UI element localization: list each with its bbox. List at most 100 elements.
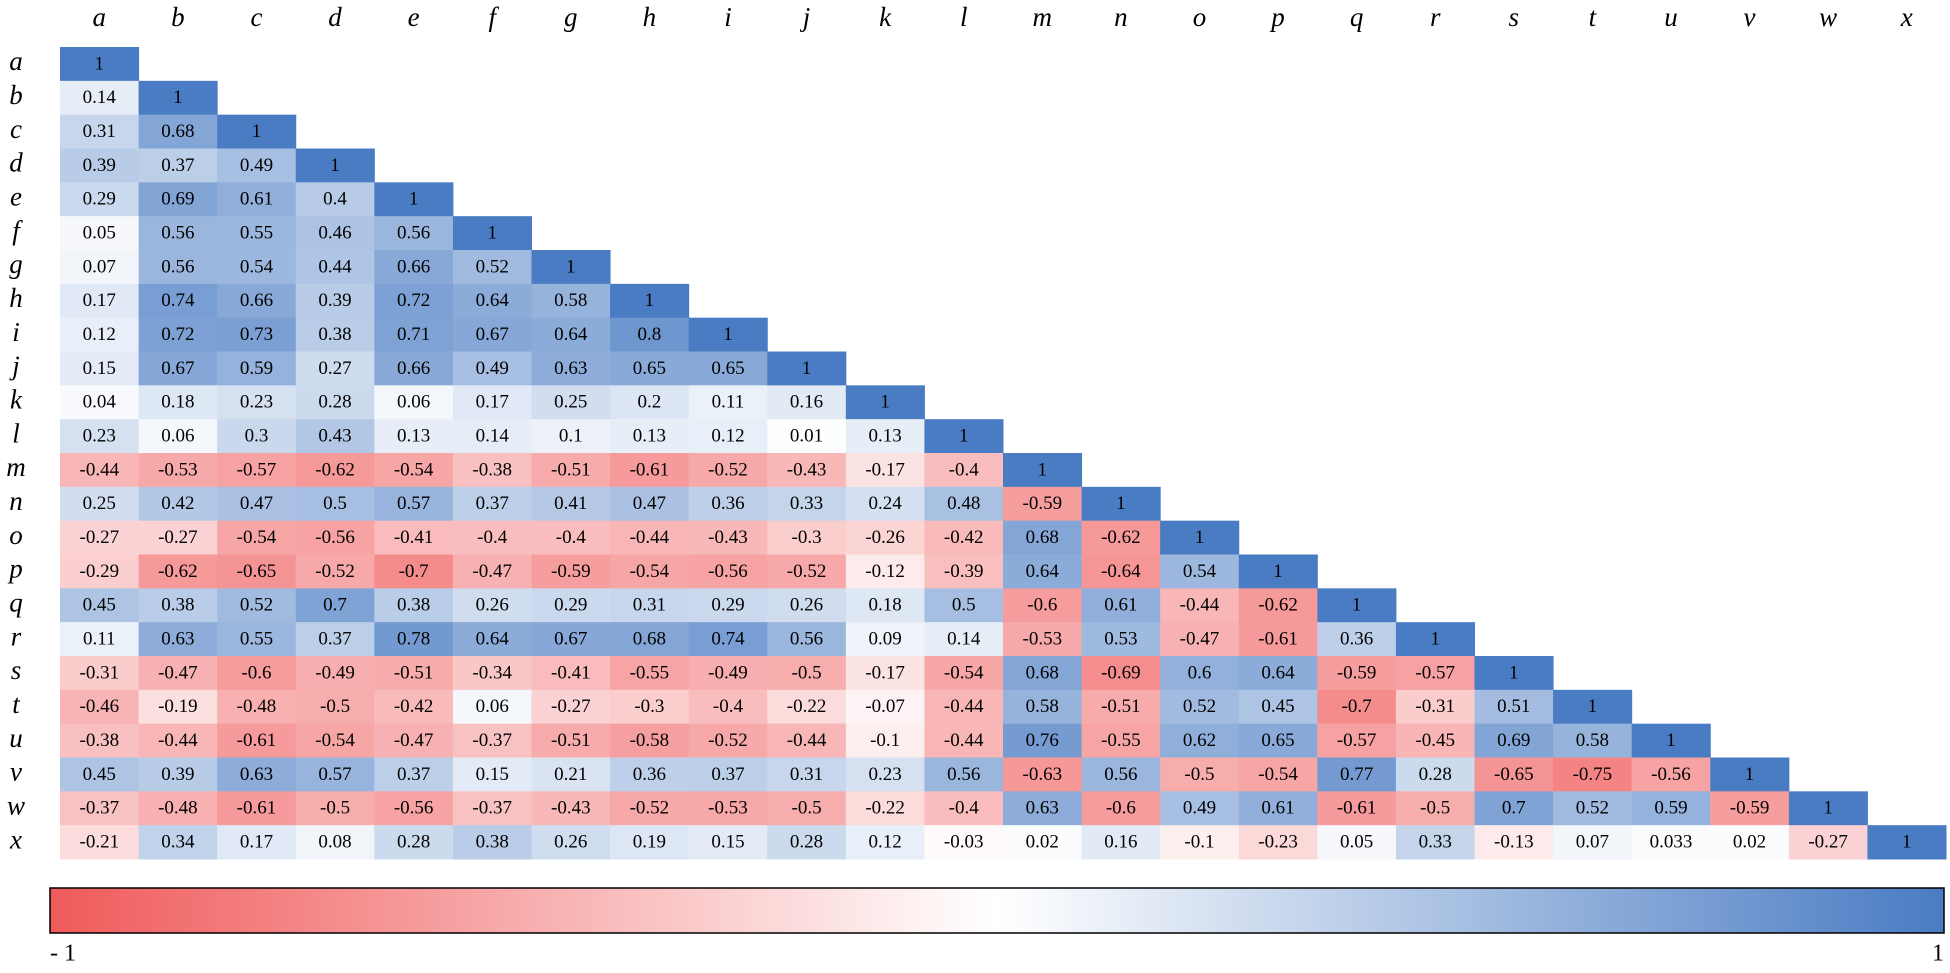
cell: [138, 520, 218, 555]
cell-label: 0.29: [83, 189, 116, 210]
cell: [60, 419, 140, 454]
cell: [924, 554, 1004, 589]
y-tick-label: v: [10, 757, 22, 787]
cell: [1317, 622, 1397, 657]
cell: [610, 689, 690, 725]
cell: [1474, 689, 1554, 725]
cell: [217, 283, 297, 319]
cell-label: -0.39: [944, 561, 984, 582]
cell: [688, 656, 768, 691]
cell: [217, 419, 297, 454]
cell: [1317, 723, 1397, 758]
x-tick-label: o: [1193, 2, 1207, 32]
cell: [924, 791, 1004, 826]
cell-label: 1: [252, 121, 262, 142]
cell: [452, 588, 532, 623]
cell-label: 0.65: [1261, 730, 1294, 751]
cell-label: -0.52: [315, 561, 355, 582]
cell: [138, 588, 218, 623]
cell-label: -0.1: [870, 730, 900, 751]
cell: [138, 250, 218, 285]
cell-label: -0.56: [394, 798, 434, 819]
cell: [1553, 791, 1633, 826]
cell-label: 0.61: [1261, 798, 1294, 819]
cell: [531, 453, 611, 488]
cell-label: -0.48: [158, 798, 198, 819]
cell: [295, 520, 375, 555]
cell: [531, 791, 611, 826]
cell: [295, 622, 375, 657]
cell: [452, 520, 532, 555]
cell-label: 0.23: [869, 764, 902, 785]
cell: [1395, 656, 1475, 691]
cell: [688, 520, 768, 555]
cell: [531, 757, 611, 792]
cell: [1160, 588, 1240, 623]
cell: [60, 283, 140, 319]
cell: [1238, 757, 1318, 792]
x-tick-label: k: [879, 2, 892, 32]
x-tick-label: w: [1819, 2, 1837, 32]
cell: [374, 216, 454, 251]
cell: [138, 317, 218, 352]
cell: [924, 453, 1004, 488]
cell: [217, 453, 297, 488]
x-tick-label: l: [960, 2, 968, 32]
cell-label: 0.58: [1576, 730, 1609, 751]
cell-label: 0.25: [554, 392, 587, 413]
cell-label: 0.19: [633, 831, 666, 852]
cell-label: 1: [1666, 730, 1676, 751]
y-tick-label: d: [9, 148, 23, 178]
cell-label: -0.59: [551, 561, 591, 582]
cell-label: 0.43: [318, 425, 351, 446]
cell: [1003, 656, 1083, 691]
cell-label: 0.55: [240, 222, 273, 243]
cell-label: 0.17: [476, 392, 509, 413]
cell: [217, 385, 297, 420]
cell-label: 0.64: [1261, 662, 1295, 683]
cell-label: -0.44: [80, 459, 120, 480]
cell-label: 0.69: [161, 189, 194, 210]
cell-label: -0.51: [551, 459, 591, 480]
cell-label: 0.54: [240, 256, 274, 277]
cell-label: 0.17: [240, 831, 273, 852]
cell: [374, 182, 454, 217]
cell-label: -0.51: [394, 662, 434, 683]
cell-label: 0.21: [554, 764, 587, 785]
cell: [924, 723, 1004, 758]
cell-label: -0.29: [80, 561, 120, 582]
cell-label: 0.06: [476, 696, 509, 717]
cell: [1710, 757, 1790, 792]
cell-label: 0.42: [161, 493, 194, 514]
cell: [452, 317, 532, 352]
cell: [60, 656, 140, 691]
cell-label: 0.69: [1497, 730, 1530, 751]
cell: [295, 486, 375, 522]
cell: [1238, 791, 1318, 826]
x-tick-label: a: [93, 2, 107, 32]
cell-label: 0.52: [1183, 696, 1216, 717]
cell-label: 0.59: [240, 358, 273, 379]
cell-label: 0.38: [161, 595, 194, 616]
cell: [1081, 656, 1161, 691]
cell-label: 0.05: [1340, 831, 1373, 852]
cell-label: -0.52: [787, 561, 827, 582]
cell-label: 0.5: [952, 595, 976, 616]
cell: [217, 216, 297, 251]
cell-label: 0.33: [1419, 831, 1452, 852]
cell-label: -0.54: [315, 730, 355, 751]
cell-label: 1: [95, 53, 105, 74]
cell-label: 0.11: [712, 392, 745, 413]
cell: [845, 419, 925, 454]
cell: [1003, 689, 1083, 725]
cell: [845, 825, 925, 860]
x-tick-label: x: [1900, 2, 1913, 32]
cell: [924, 757, 1004, 792]
cell: [1553, 825, 1633, 860]
cell-label: 0.07: [1576, 831, 1609, 852]
cell-label: 0.24: [869, 493, 903, 514]
cell: [1317, 825, 1397, 860]
cell-label: -0.61: [1337, 798, 1377, 819]
cell-label: 0.31: [633, 595, 666, 616]
cell: [1788, 791, 1868, 826]
